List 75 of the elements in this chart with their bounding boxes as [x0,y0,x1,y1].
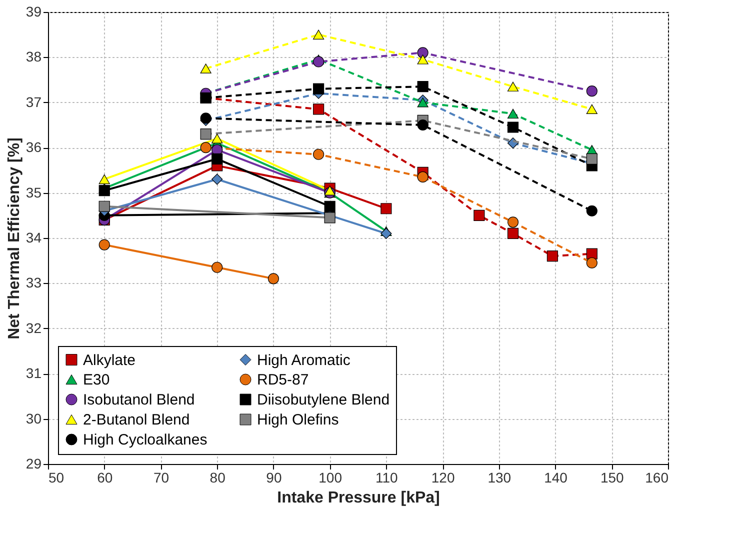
y-tick-label: 39 [26,4,42,20]
point [474,210,485,221]
legend-label: High Cycloalkanes [83,432,208,448]
x-tick-label: 100 [318,470,342,486]
point [546,250,558,262]
point [417,119,428,131]
point [212,174,223,185]
point [212,262,223,273]
y-tick-label: 29 [26,456,42,472]
point [507,216,519,228]
y-tick-label: 30 [26,410,42,426]
y-tick-label: 37 [26,94,42,110]
point [98,200,110,212]
x-tick-label: 50 [48,470,64,486]
x-tick-label: 150 [600,470,624,486]
x-tick-label: 130 [488,470,512,486]
point [212,134,223,144]
point [507,108,519,119]
point [98,239,110,250]
point [507,82,519,92]
y-tick-label: 38 [26,48,42,65]
x-tick-label: 90 [266,470,282,486]
point [313,104,324,115]
point [586,257,598,268]
point [417,98,428,108]
point [507,228,519,240]
legend-label: Diisobutylene Blend [257,392,390,408]
legend-label: E30 [83,372,110,388]
y-tick-label: 31 [26,365,42,382]
y-tick-label: 35 [26,184,42,200]
point [417,81,428,92]
point [313,30,324,40]
y-tick-label: 34 [26,230,42,246]
point [313,56,324,68]
point [586,86,598,97]
y-tick-label: 33 [26,274,42,291]
point [324,212,336,224]
point [507,122,519,133]
point [200,128,212,140]
y-axis-title: Net Thermal Efficiency [%] [6,138,23,340]
x-tick-label: 120 [431,470,455,486]
x-tick-label: 110 [376,470,398,486]
point [417,171,428,183]
point [380,228,392,240]
x-tick-label: 70 [153,470,170,486]
legend-label: High Olefins [257,412,339,428]
point [586,153,598,164]
point [98,184,110,196]
y-tick-label: 32 [26,320,42,336]
x-tick-label: 80 [210,470,226,486]
x-tick-label: 140 [544,470,568,486]
point [324,186,336,196]
point [313,83,324,94]
point [586,104,598,114]
x-tick-label: 60 [97,470,113,486]
point [324,200,336,212]
point [200,64,212,74]
y-tick-label: 36 [26,139,42,156]
point [586,205,598,216]
point [417,47,428,58]
point [98,174,110,184]
point [313,148,324,160]
point [200,142,212,154]
point [268,273,279,284]
legend-label: High Aromatic [257,352,351,369]
point [212,153,223,164]
point [417,54,428,64]
legend-label: Alkylate [83,352,136,369]
point [200,112,212,124]
legend-label: RD5-87 [257,372,309,388]
x-axis-title: Intake Pressure [kPa] [277,490,440,506]
legend-label: 2-Butanol Blend [83,412,190,428]
legend-label: Isobutanol Blend [83,392,195,408]
point [380,203,392,214]
x-tick-label: 160 [645,470,669,486]
